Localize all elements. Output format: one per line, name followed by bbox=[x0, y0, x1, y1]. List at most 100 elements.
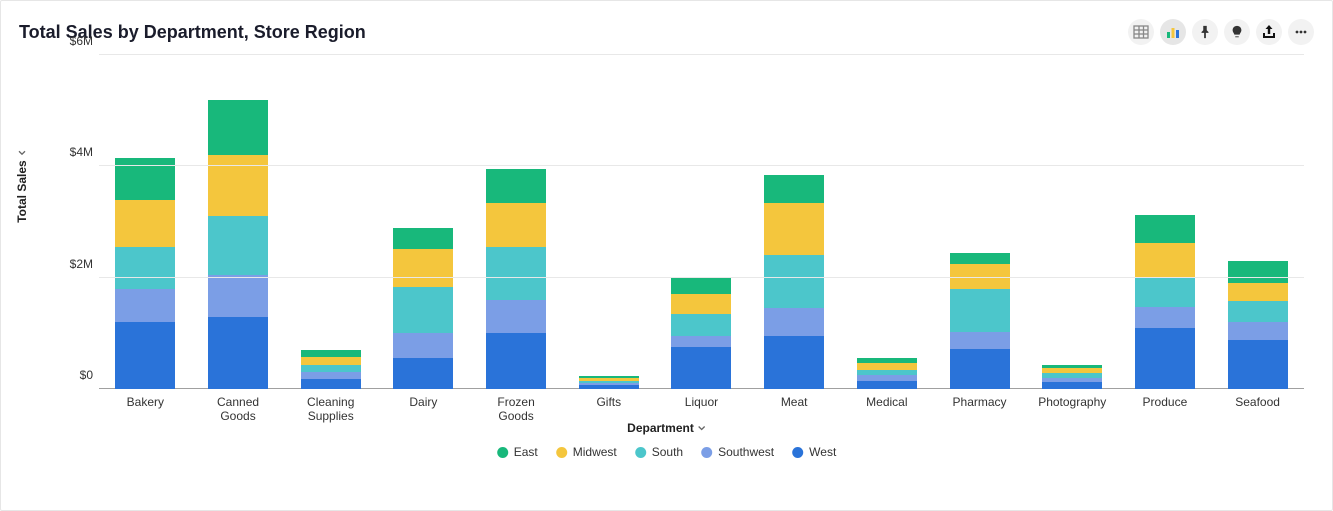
x-tick-label: Dairy bbox=[388, 395, 458, 424]
bar-segment-south[interactable] bbox=[301, 365, 361, 373]
bar-column bbox=[671, 277, 731, 389]
bar-segment-east[interactable] bbox=[950, 253, 1010, 264]
bar-segment-southwest[interactable] bbox=[115, 289, 175, 322]
stacked-bar[interactable] bbox=[115, 158, 175, 389]
x-tick-label: Gifts bbox=[574, 395, 644, 424]
legend-swatch bbox=[701, 447, 712, 458]
legend-item-southwest[interactable]: Southwest bbox=[701, 445, 774, 459]
pin-button[interactable] bbox=[1192, 19, 1218, 45]
bar-segment-south[interactable] bbox=[950, 289, 1010, 332]
bar-segment-southwest[interactable] bbox=[208, 275, 268, 317]
bar-segment-east[interactable] bbox=[301, 350, 361, 357]
bar-segment-midwest[interactable] bbox=[764, 203, 824, 256]
x-axis-label[interactable]: Department bbox=[627, 421, 706, 435]
bar-segment-midwest[interactable] bbox=[486, 203, 546, 248]
bar-segment-south[interactable] bbox=[1228, 301, 1288, 322]
bar-segment-west[interactable] bbox=[764, 336, 824, 389]
bar-segment-midwest[interactable] bbox=[115, 200, 175, 247]
legend-item-west[interactable]: West bbox=[792, 445, 836, 459]
stacked-bar[interactable] bbox=[764, 175, 824, 389]
x-axis-label-text: Department bbox=[627, 421, 694, 435]
bar-segment-east[interactable] bbox=[1135, 215, 1195, 243]
insights-button[interactable] bbox=[1224, 19, 1250, 45]
bar-column bbox=[486, 169, 546, 389]
y-tick-label: $0 bbox=[51, 368, 93, 382]
bar-segment-midwest[interactable] bbox=[301, 357, 361, 364]
bar-segment-west[interactable] bbox=[1228, 340, 1288, 389]
more-button[interactable] bbox=[1288, 19, 1314, 45]
bar-segment-east[interactable] bbox=[671, 277, 731, 295]
legend-item-east[interactable]: East bbox=[497, 445, 538, 459]
bar-segment-midwest[interactable] bbox=[671, 294, 731, 313]
bar-segment-south[interactable] bbox=[486, 247, 546, 300]
bar-segment-east[interactable] bbox=[486, 169, 546, 202]
stacked-bar[interactable] bbox=[671, 277, 731, 389]
chart-view-button[interactable] bbox=[1160, 19, 1186, 45]
stacked-bar[interactable] bbox=[1135, 215, 1195, 389]
bar-segment-south[interactable] bbox=[393, 287, 453, 334]
bar-segment-west[interactable] bbox=[1135, 328, 1195, 389]
legend-item-midwest[interactable]: Midwest bbox=[556, 445, 617, 459]
bar-segment-east[interactable] bbox=[393, 228, 453, 249]
x-tick-label: Seafood bbox=[1223, 395, 1293, 424]
stacked-bar[interactable] bbox=[950, 253, 1010, 389]
bar-segment-east[interactable] bbox=[208, 100, 268, 156]
bar-segment-midwest[interactable] bbox=[1135, 243, 1195, 278]
bar-column bbox=[208, 100, 268, 389]
x-tick-label: Canned Goods bbox=[203, 395, 273, 424]
bar-segment-south[interactable] bbox=[671, 314, 731, 336]
bar-segment-east[interactable] bbox=[764, 175, 824, 203]
bar-segment-midwest[interactable] bbox=[1228, 283, 1288, 301]
stacked-bar[interactable] bbox=[857, 358, 917, 389]
bar-segment-southwest[interactable] bbox=[1228, 322, 1288, 340]
stacked-bar[interactable] bbox=[393, 228, 453, 389]
bar-segment-west[interactable] bbox=[486, 333, 546, 389]
bar-segment-midwest[interactable] bbox=[857, 363, 917, 370]
bar-segment-southwest[interactable] bbox=[1135, 307, 1195, 328]
lightbulb-icon bbox=[1230, 25, 1244, 39]
x-tick-label: Cleaning Supplies bbox=[296, 395, 366, 424]
legend-item-south[interactable]: South bbox=[635, 445, 683, 459]
bar-segment-west[interactable] bbox=[671, 347, 731, 389]
stacked-bar[interactable] bbox=[301, 350, 361, 389]
bar-segment-west[interactable] bbox=[950, 349, 1010, 389]
legend: East Midwest South Southwest West bbox=[497, 445, 837, 459]
stacked-bar[interactable] bbox=[1228, 261, 1288, 389]
stacked-bar[interactable] bbox=[1042, 365, 1102, 389]
bar-segment-west[interactable] bbox=[115, 322, 175, 389]
bar-segment-southwest[interactable] bbox=[671, 336, 731, 347]
chart-view-icon bbox=[1165, 24, 1181, 40]
y-tick-label: $4M bbox=[51, 145, 93, 159]
bar-segment-southwest[interactable] bbox=[486, 300, 546, 333]
y-axis-label[interactable]: Total Sales bbox=[15, 148, 29, 222]
bar-segment-west[interactable] bbox=[857, 381, 917, 389]
bar-segment-west[interactable] bbox=[393, 358, 453, 389]
bar-segment-southwest[interactable] bbox=[764, 308, 824, 336]
bar-segment-southwest[interactable] bbox=[393, 333, 453, 357]
table-view-button[interactable] bbox=[1128, 19, 1154, 45]
bar-segment-west[interactable] bbox=[208, 317, 268, 389]
legend-swatch bbox=[635, 447, 646, 458]
bar-segment-east[interactable] bbox=[1228, 261, 1288, 283]
bar-segment-south[interactable] bbox=[1135, 278, 1195, 307]
legend-swatch bbox=[497, 447, 508, 458]
chevron-down-icon bbox=[18, 148, 26, 156]
share-icon bbox=[1261, 24, 1277, 40]
bar-segment-west[interactable] bbox=[301, 379, 361, 389]
bar-segment-south[interactable] bbox=[208, 216, 268, 274]
bar-segment-west[interactable] bbox=[1042, 382, 1102, 389]
grid-line bbox=[99, 54, 1304, 55]
bar-segment-southwest[interactable] bbox=[301, 372, 361, 379]
stacked-bar[interactable] bbox=[208, 100, 268, 389]
bar-segment-east[interactable] bbox=[115, 158, 175, 200]
bar-segment-midwest[interactable] bbox=[393, 249, 453, 287]
bar-column bbox=[1228, 261, 1288, 389]
bar-segment-west[interactable] bbox=[579, 385, 639, 389]
bar-segment-south[interactable] bbox=[115, 247, 175, 289]
bar-segment-southwest[interactable] bbox=[950, 332, 1010, 349]
share-button[interactable] bbox=[1256, 19, 1282, 45]
x-tick-label: Frozen Goods bbox=[481, 395, 551, 424]
stacked-bar[interactable] bbox=[486, 169, 546, 389]
stacked-bar[interactable] bbox=[579, 376, 639, 389]
bar-segment-south[interactable] bbox=[764, 255, 824, 308]
